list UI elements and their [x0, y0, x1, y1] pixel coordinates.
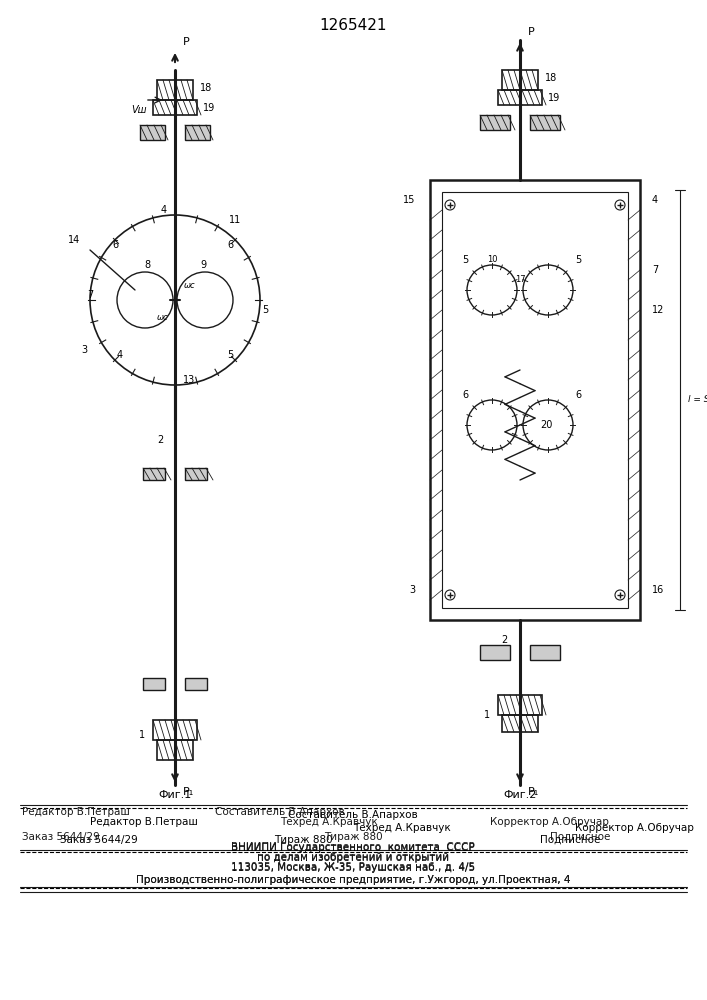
Text: 20: 20 — [540, 420, 552, 430]
Text: Производственно-полиграфическое предприятие, г.Ужгород, ул.Проектная, 4: Производственно-полиграфическое предприя… — [136, 875, 571, 885]
Text: Техред А.Кравчук: Техред А.Кравчук — [353, 823, 451, 833]
Text: 19: 19 — [203, 103, 215, 113]
Text: Заказ 5644/29: Заказ 5644/29 — [60, 835, 138, 845]
Text: 8: 8 — [144, 260, 150, 270]
Text: 4: 4 — [117, 350, 123, 360]
Text: 9: 9 — [200, 260, 206, 270]
Text: Редактор В.Петраш: Редактор В.Петраш — [90, 817, 198, 827]
Text: 1: 1 — [484, 710, 490, 720]
Text: 2: 2 — [502, 635, 508, 645]
Text: 1: 1 — [139, 730, 145, 740]
Text: P: P — [183, 37, 189, 47]
Text: ВНИИПИ Государственного  комитета  СССР: ВНИИПИ Государственного комитета СССР — [231, 842, 475, 852]
Text: 5: 5 — [227, 350, 233, 360]
Text: 16: 16 — [652, 585, 665, 595]
Text: Подписное: Подписное — [540, 835, 600, 845]
Text: 113035, Москва, Ж-35, Раушская наб., д. 4/5: 113035, Москва, Ж-35, Раушская наб., д. … — [231, 863, 475, 873]
Polygon shape — [140, 125, 165, 140]
Polygon shape — [480, 645, 510, 660]
Polygon shape — [530, 645, 560, 660]
Text: 113035, Москва, Ж-35, Раушская наб., д. 4/5: 113035, Москва, Ж-35, Раушская наб., д. … — [231, 862, 475, 872]
Text: Корректор А.Обручар: Корректор А.Обручар — [490, 817, 609, 827]
Text: 6: 6 — [575, 390, 581, 400]
Polygon shape — [185, 678, 207, 690]
Polygon shape — [143, 468, 165, 480]
Text: 5: 5 — [575, 255, 581, 265]
Text: Корректор А.Обручар: Корректор А.Обручар — [575, 823, 694, 833]
Polygon shape — [480, 115, 510, 130]
Text: Подписное: Подписное — [550, 832, 610, 842]
Text: ωc: ωc — [185, 280, 196, 290]
Text: Редактор В.Петраш: Редактор В.Петраш — [22, 807, 130, 817]
Text: 18: 18 — [200, 83, 212, 93]
Text: P: P — [528, 27, 534, 37]
Polygon shape — [185, 468, 207, 480]
Text: P₁: P₁ — [183, 787, 194, 797]
Text: 4: 4 — [652, 195, 658, 205]
Text: ωc: ωc — [157, 314, 169, 322]
Text: Составитель В.Апархов: Составитель В.Апархов — [215, 807, 345, 817]
Text: Составитель В.Апархов: Составитель В.Апархов — [288, 810, 418, 820]
Text: ВНИИПИ Государственного  комитета  СССР: ВНИИПИ Государственного комитета СССР — [231, 843, 475, 853]
Text: 17: 17 — [515, 275, 525, 284]
Text: 3: 3 — [81, 345, 87, 355]
Text: l = S + dc: l = S + dc — [688, 395, 707, 404]
Text: 6: 6 — [112, 240, 118, 250]
Text: 10: 10 — [486, 255, 497, 264]
Text: 7: 7 — [652, 265, 658, 275]
Polygon shape — [143, 678, 165, 690]
Text: P₁: P₁ — [528, 787, 539, 797]
Text: Vш: Vш — [132, 105, 147, 115]
Text: 11: 11 — [229, 215, 241, 225]
Text: 5: 5 — [262, 305, 268, 315]
Text: 14: 14 — [68, 235, 80, 245]
Polygon shape — [530, 115, 560, 130]
Text: 19: 19 — [548, 93, 560, 103]
Text: 4: 4 — [161, 205, 167, 215]
Text: 18: 18 — [545, 73, 557, 83]
Text: 6: 6 — [462, 390, 468, 400]
Text: 3: 3 — [409, 585, 415, 595]
Text: Фиг.2: Фиг.2 — [503, 790, 537, 800]
Text: 13: 13 — [183, 375, 195, 385]
Text: 5: 5 — [462, 255, 468, 265]
Text: Заказ 5644/29: Заказ 5644/29 — [22, 832, 100, 842]
Text: по делам изобретений и открытий: по делам изобретений и открытий — [257, 852, 449, 862]
Text: Фиг.1: Фиг.1 — [158, 790, 192, 800]
Text: 2: 2 — [157, 435, 163, 445]
Text: Производственно-полиграфическое предприятие, г.Ужгород, ул.Проектная, 4: Производственно-полиграфическое предприя… — [136, 875, 571, 885]
Text: 7: 7 — [87, 290, 93, 300]
Text: Тираж 880: Тираж 880 — [324, 832, 382, 842]
Text: Тираж 880: Тираж 880 — [274, 835, 332, 845]
Text: 12: 12 — [652, 305, 665, 315]
Text: 6: 6 — [227, 240, 233, 250]
Text: 15: 15 — [402, 195, 415, 205]
Text: по делам изобретений и открытий: по делам изобретений и открытий — [257, 853, 449, 863]
Text: Техред А.Кравчук: Техред А.Кравчук — [280, 817, 378, 827]
Polygon shape — [185, 125, 210, 140]
Text: 1265421: 1265421 — [320, 17, 387, 32]
